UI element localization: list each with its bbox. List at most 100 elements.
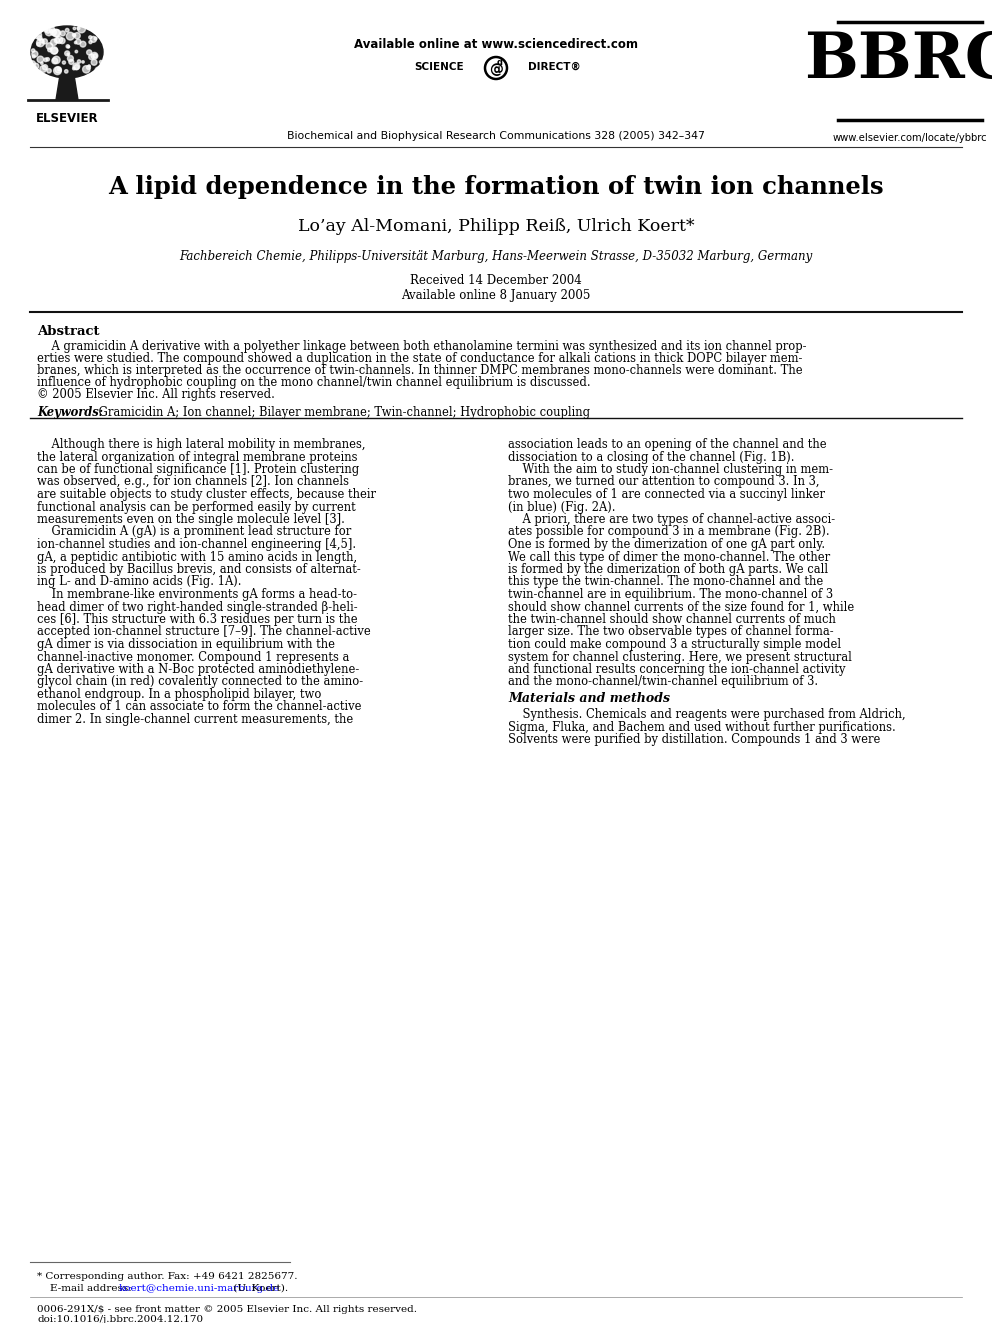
Text: DIRECT®: DIRECT® xyxy=(528,62,580,71)
Text: d: d xyxy=(497,58,503,67)
Text: Synthesis. Chemicals and reagents were purchased from Aldrich,: Synthesis. Chemicals and reagents were p… xyxy=(508,708,906,721)
Circle shape xyxy=(88,65,90,67)
Text: koert@chemie.uni-marburg.de: koert@chemie.uni-marburg.de xyxy=(119,1285,281,1293)
Text: and the mono-channel/twin-channel equilibrium of 3.: and the mono-channel/twin-channel equili… xyxy=(508,676,818,688)
Text: A priori, there are two types of channel-active associ-: A priori, there are two types of channel… xyxy=(508,513,835,527)
Circle shape xyxy=(74,65,79,69)
Circle shape xyxy=(67,46,69,48)
Circle shape xyxy=(32,54,36,58)
Text: glycol chain (in red) covalently connected to the amino-: glycol chain (in red) covalently connect… xyxy=(37,676,363,688)
Circle shape xyxy=(81,61,84,64)
Text: and functional results concerning the ion-channel activity: and functional results concerning the io… xyxy=(508,663,845,676)
Text: Received 14 December 2004: Received 14 December 2004 xyxy=(410,274,582,287)
Text: influence of hydrophobic coupling on the mono channel/twin channel equilibrium i: influence of hydrophobic coupling on the… xyxy=(37,376,590,389)
Circle shape xyxy=(65,28,69,32)
Text: are suitable objects to study cluster effects, because their: are suitable objects to study cluster ef… xyxy=(37,488,376,501)
Circle shape xyxy=(55,38,60,42)
Circle shape xyxy=(80,41,86,48)
Circle shape xyxy=(88,54,94,60)
Text: 0006-291X/$ - see front matter © 2005 Elsevier Inc. All rights reserved.: 0006-291X/$ - see front matter © 2005 El… xyxy=(37,1304,417,1314)
Text: ates possible for compound 3 in a membrane (Fig. 2B).: ates possible for compound 3 in a membra… xyxy=(508,525,829,538)
Circle shape xyxy=(74,33,80,38)
Ellipse shape xyxy=(70,38,98,71)
Text: should show channel currents of the size found for 1, while: should show channel currents of the size… xyxy=(508,601,854,614)
Circle shape xyxy=(95,67,102,74)
Circle shape xyxy=(30,61,36,67)
Circle shape xyxy=(72,33,75,36)
Circle shape xyxy=(58,67,61,70)
Text: can be of functional significance [1]. Protein clustering: can be of functional significance [1]. P… xyxy=(37,463,359,476)
Circle shape xyxy=(77,25,85,33)
Circle shape xyxy=(40,65,47,73)
Text: doi:10.1016/j.bbrc.2004.12.170: doi:10.1016/j.bbrc.2004.12.170 xyxy=(37,1315,203,1323)
Circle shape xyxy=(86,50,92,56)
Text: Gramicidin A; Ion channel; Bilayer membrane; Twin-channel; Hydrophobic coupling: Gramicidin A; Ion channel; Bilayer membr… xyxy=(95,406,590,419)
Text: ethanol endgroup. In a phospholipid bilayer, two: ethanol endgroup. In a phospholipid bila… xyxy=(37,688,321,701)
Text: (in blue) (Fig. 2A).: (in blue) (Fig. 2A). xyxy=(508,500,615,513)
Circle shape xyxy=(73,64,79,70)
Circle shape xyxy=(47,69,52,73)
Circle shape xyxy=(67,56,73,61)
Circle shape xyxy=(46,28,53,36)
Circle shape xyxy=(51,40,57,45)
Circle shape xyxy=(90,36,96,42)
Circle shape xyxy=(53,29,60,37)
Text: the lateral organization of integral membrane proteins: the lateral organization of integral mem… xyxy=(37,451,357,463)
Circle shape xyxy=(66,32,74,40)
Text: the twin-channel should show channel currents of much: the twin-channel should show channel cur… xyxy=(508,613,836,626)
Text: two molecules of 1 are connected via a succinyl linker: two molecules of 1 are connected via a s… xyxy=(508,488,825,501)
Text: (U. Koert).: (U. Koert). xyxy=(230,1285,288,1293)
Text: ion-channel studies and ion-channel engineering [4,5].: ion-channel studies and ion-channel engi… xyxy=(37,538,356,550)
Circle shape xyxy=(32,49,35,52)
Text: system for channel clustering. Here, we present structural: system for channel clustering. Here, we … xyxy=(508,651,852,664)
Polygon shape xyxy=(56,75,78,101)
Circle shape xyxy=(41,62,43,65)
Ellipse shape xyxy=(31,26,103,78)
Text: SCIENCE: SCIENCE xyxy=(415,62,464,71)
Circle shape xyxy=(48,48,52,52)
Circle shape xyxy=(52,48,58,54)
Text: functional analysis can be performed easily by current: functional analysis can be performed eas… xyxy=(37,500,356,513)
Text: We call this type of dimer the mono-channel. The other: We call this type of dimer the mono-chan… xyxy=(508,550,830,564)
Circle shape xyxy=(34,32,42,38)
Text: twin-channel are in equilibrium. The mono-channel of 3: twin-channel are in equilibrium. The mon… xyxy=(508,587,833,601)
Text: Gramicidin A (gA) is a prominent lead structure for: Gramicidin A (gA) is a prominent lead st… xyxy=(37,525,351,538)
Circle shape xyxy=(72,67,75,70)
Circle shape xyxy=(77,60,80,64)
Text: this type the twin-channel. The mono-channel and the: this type the twin-channel. The mono-cha… xyxy=(508,576,823,589)
Text: Biochemical and Biophysical Research Communications 328 (2005) 342–347: Biochemical and Biophysical Research Com… xyxy=(287,131,705,142)
Circle shape xyxy=(44,58,48,62)
Text: * Corresponding author. Fax: +49 6421 2825677.: * Corresponding author. Fax: +49 6421 28… xyxy=(37,1271,298,1281)
Ellipse shape xyxy=(37,28,97,56)
Text: molecules of 1 can associate to form the channel-active: molecules of 1 can associate to form the… xyxy=(37,700,361,713)
Ellipse shape xyxy=(35,37,65,73)
Text: erties were studied. The compound showed a duplication in the state of conductan: erties were studied. The compound showed… xyxy=(37,352,803,365)
Text: Lo’ay Al-Momani, Philipp Reiß, Ulrich Koert*: Lo’ay Al-Momani, Philipp Reiß, Ulrich Ko… xyxy=(298,218,694,235)
Circle shape xyxy=(43,38,48,44)
Text: Fachbereich Chemie, Philipps-Universität Marburg, Hans-Meerwein Strasse, D-35032: Fachbereich Chemie, Philipps-Universität… xyxy=(180,250,812,263)
Circle shape xyxy=(46,58,50,61)
Circle shape xyxy=(99,61,103,64)
Circle shape xyxy=(51,29,57,36)
Circle shape xyxy=(64,70,68,73)
Text: ces [6]. This structure with 6.3 residues per turn is the: ces [6]. This structure with 6.3 residue… xyxy=(37,613,358,626)
Text: ing L- and D-amino acids (Fig. 1A).: ing L- and D-amino acids (Fig. 1A). xyxy=(37,576,241,589)
Text: Available online at www.sciencedirect.com: Available online at www.sciencedirect.co… xyxy=(354,38,638,52)
Circle shape xyxy=(52,58,58,64)
Circle shape xyxy=(32,52,38,57)
Circle shape xyxy=(75,50,77,53)
Text: One is formed by the dimerization of one gA part only.: One is formed by the dimerization of one… xyxy=(508,538,825,550)
Circle shape xyxy=(37,42,41,46)
Circle shape xyxy=(50,26,55,33)
Circle shape xyxy=(89,41,92,44)
Circle shape xyxy=(37,56,44,62)
Text: A gramicidin A derivative with a polyether linkage between both ethanolamine ter: A gramicidin A derivative with a polyeth… xyxy=(37,340,806,353)
Text: © 2005 Elsevier Inc. All rights reserved.: © 2005 Elsevier Inc. All rights reserved… xyxy=(37,388,275,401)
Text: With the aim to study ion-channel clustering in mem-: With the aim to study ion-channel cluste… xyxy=(508,463,833,476)
Circle shape xyxy=(33,66,36,70)
Text: larger size. The two observable types of channel forma-: larger size. The two observable types of… xyxy=(508,626,833,639)
Text: head dimer of two right-handed single-stranded β-heli-: head dimer of two right-handed single-st… xyxy=(37,601,358,614)
Circle shape xyxy=(88,36,92,38)
Circle shape xyxy=(74,41,76,44)
Circle shape xyxy=(68,60,73,65)
